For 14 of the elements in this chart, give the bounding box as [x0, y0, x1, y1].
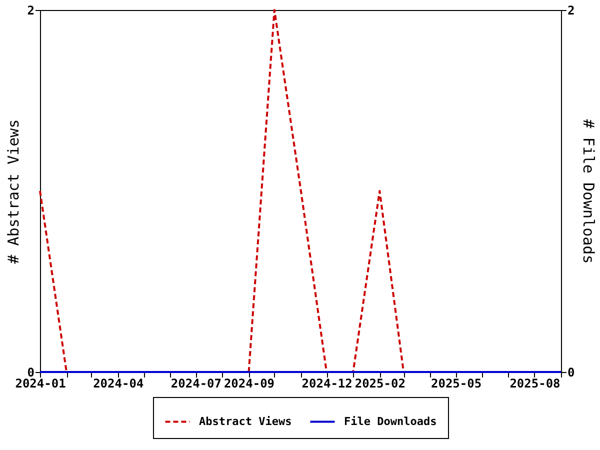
- x-tick-label: 2024-04: [93, 376, 144, 390]
- y-axis-title: # Abstract Views: [4, 119, 22, 264]
- x-tick-label: 2024-09: [224, 376, 275, 390]
- legend-label: Abstract Views: [199, 414, 292, 428]
- y2-tick-label: 0: [568, 366, 575, 380]
- x-tick-label: 2025-05: [430, 376, 482, 390]
- y2-tick-label: 2: [568, 4, 575, 18]
- x-tick-label: 2024-12: [302, 376, 352, 390]
- x-tick-label: 2025-08: [510, 376, 560, 390]
- x-tick-label: 2024-07: [170, 376, 222, 390]
- y2-axis-title: # File Downloads: [580, 119, 598, 264]
- x-tick-label: 2025-02: [354, 376, 406, 390]
- x-tick-label: 2024-01: [15, 376, 66, 390]
- legend-label: File Downloads: [344, 414, 437, 428]
